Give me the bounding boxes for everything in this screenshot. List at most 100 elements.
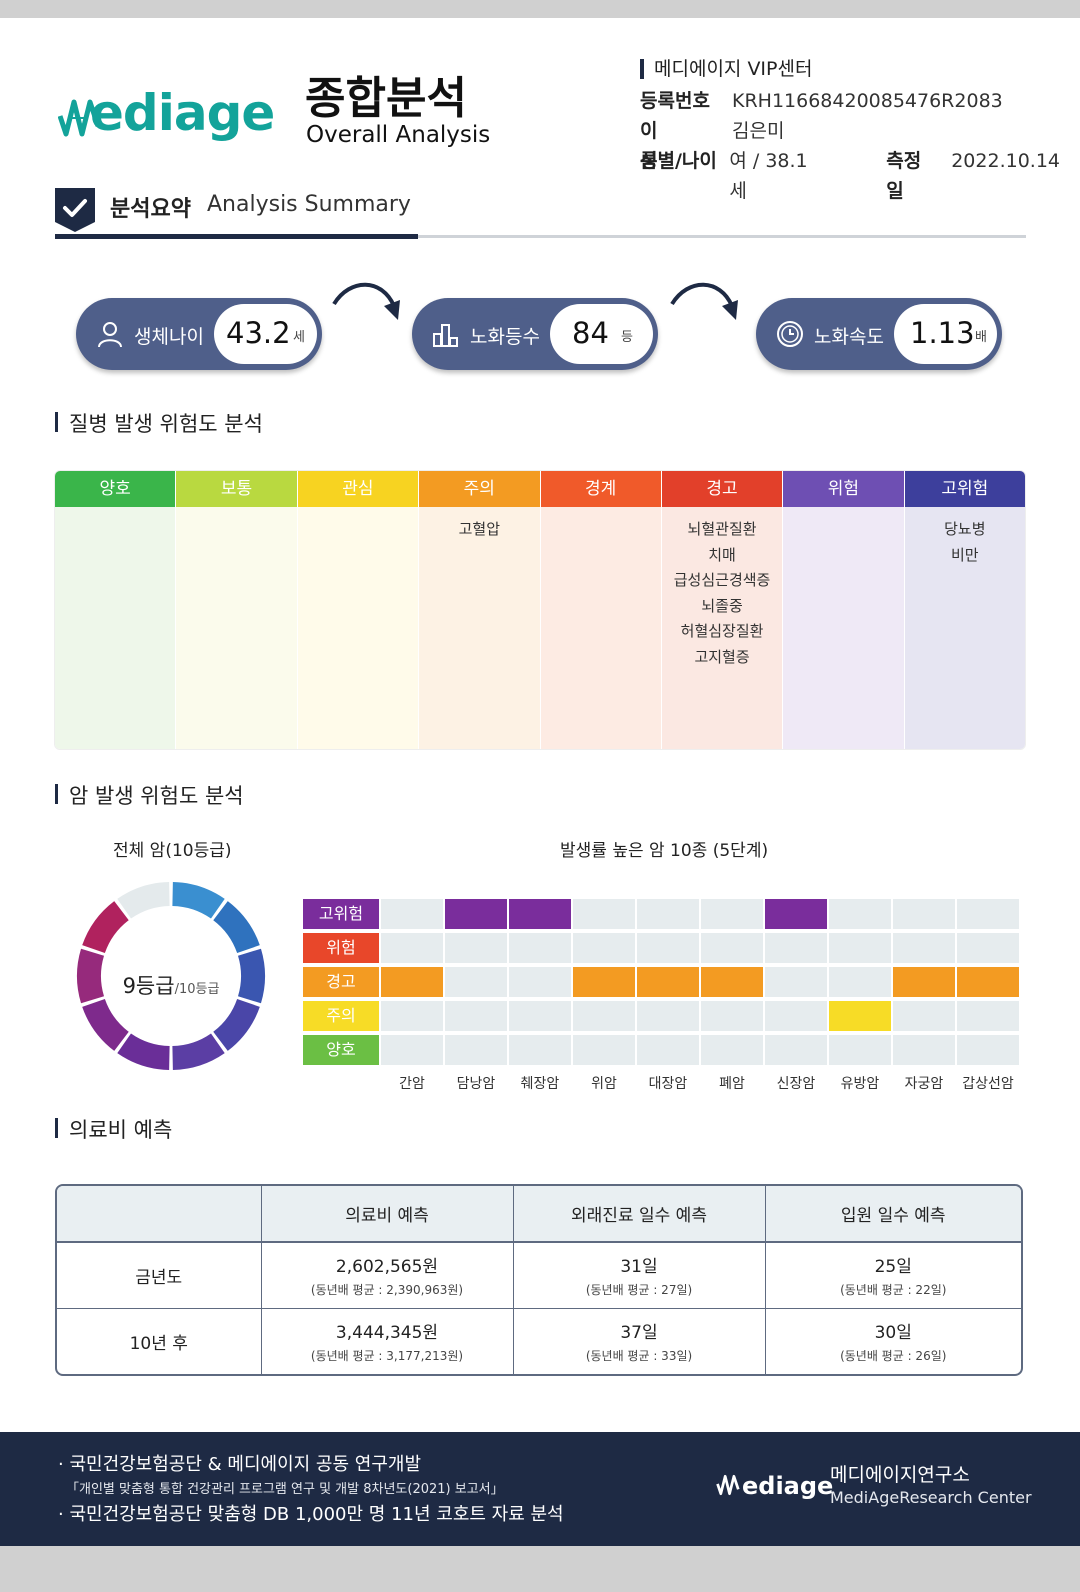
disease-item: 비만 bbox=[951, 545, 979, 564]
dna-wave-icon bbox=[58, 99, 101, 137]
outpatient-value: 31일 bbox=[620, 1257, 658, 1278]
cancer-grid-cell bbox=[957, 933, 1019, 963]
curved-arrow-icon bbox=[670, 282, 738, 320]
donut-segment bbox=[172, 882, 225, 919]
row-label: 금년도 bbox=[57, 1242, 262, 1309]
donut-grade-total: /10등급 bbox=[174, 982, 220, 997]
disease-item: 허혈심장질환 bbox=[680, 622, 764, 640]
cancer-grid-cell bbox=[957, 899, 1019, 929]
cancer-grid-cell bbox=[957, 1001, 1019, 1031]
donut-segment bbox=[213, 901, 260, 954]
cancer-type-label: 담낭암 bbox=[456, 1076, 496, 1092]
name-label: 이 름 bbox=[640, 120, 686, 172]
cancer-grid-cell bbox=[381, 933, 443, 963]
name-value: 김은미 bbox=[732, 120, 785, 142]
cancer-grid-cell bbox=[573, 1035, 635, 1065]
cancer-grid-cell bbox=[445, 967, 507, 997]
disease-item: 뇌졸중 bbox=[701, 596, 743, 615]
donut-segment bbox=[77, 948, 105, 1004]
cost-table: 의료비 예측 외래진료 일수 예측 입원 일수 예측 금년도 2,602,565… bbox=[55, 1184, 1023, 1376]
footer: · 국민건강보험공단 & 메디에이지 공동 연구개발 「개인별 맞춤형 통합 건… bbox=[0, 1432, 1080, 1546]
donut-segment bbox=[82, 998, 129, 1051]
cancer-grid-cell bbox=[381, 967, 443, 997]
cancer-grid-row: 고위험 bbox=[303, 899, 1021, 931]
person-icon bbox=[98, 322, 122, 348]
risk-column: 고위험 당뇨병 비만 bbox=[904, 471, 1025, 749]
page-subtitle: Overall Analysis bbox=[306, 122, 491, 148]
cancer-grid-cell bbox=[765, 1035, 827, 1065]
cancer-grid-cell bbox=[957, 967, 1019, 997]
cancer-grid-cell bbox=[445, 899, 507, 929]
mediage-logo: ediage bbox=[58, 84, 278, 154]
cancer-level-label: 주의 bbox=[303, 1001, 379, 1031]
footer-org-name: 메디에이지연구소 bbox=[830, 1464, 970, 1486]
cost-value: 3,444,345원 bbox=[335, 1323, 439, 1344]
risk-column: 경고 뇌혈관질환 치매 급성심근경색증 뇌졸중 허혈심장질환 고지혈증 bbox=[661, 471, 784, 749]
disease-item: 고혈압 bbox=[458, 520, 501, 538]
cost-header-medical: 의료비 예측 bbox=[261, 1186, 514, 1243]
cancer-grid-cell bbox=[637, 967, 699, 997]
reg-label: 등록번호 bbox=[640, 90, 710, 112]
disease-item: 고지혈증 bbox=[694, 647, 750, 666]
risk-column: 관심 bbox=[297, 471, 420, 749]
cancer-grid-cell bbox=[829, 1035, 891, 1065]
disease-risk-table: 양호 보통 관심 주의 고혈압 경계 경고 뇌혈관질환 치매 급성심근경색증 뇌졸중 허혈심장질환 고지… bbox=[54, 470, 1026, 750]
cancer-grid-cell bbox=[893, 1001, 955, 1031]
cancer-grid-cell bbox=[829, 1001, 891, 1031]
inpatient-value: 30일 bbox=[874, 1323, 912, 1344]
cancer-grid-cell bbox=[893, 933, 955, 963]
cost-average: (동년배 평균 : 3,177,213원) bbox=[310, 1349, 464, 1364]
cancer-level-label: 양호 bbox=[303, 1035, 379, 1065]
cancer-grid-cell bbox=[637, 899, 699, 929]
date-value: 2022.10.14 bbox=[951, 150, 1061, 172]
cancer-grid-cell bbox=[381, 1001, 443, 1031]
patient-info: 메디에이지 VIP센터 등록번호 KRH11668420085476R2083 … bbox=[640, 56, 1061, 202]
cancer-type-label: 유방암 bbox=[840, 1076, 880, 1092]
bio-age-label: 생체나이 bbox=[134, 326, 204, 348]
cancer-grid-cell bbox=[701, 933, 763, 963]
cancer-type-label: 자궁암 bbox=[904, 1076, 944, 1092]
outpatient-average: (동년배 평균 : 33일) bbox=[585, 1349, 693, 1364]
bio-age-pill: 생체나이 43.2 세 bbox=[76, 298, 322, 370]
inpatient-average: (동년배 평균 : 26일) bbox=[840, 1349, 947, 1364]
bio-age-value: 43.2 bbox=[226, 316, 291, 350]
cancer-grid-cell bbox=[637, 1035, 699, 1065]
reg-value: KRH11668420085476R2083 bbox=[732, 90, 1003, 112]
inpatient-value: 25일 bbox=[874, 1257, 912, 1278]
check-badge-icon bbox=[55, 188, 95, 232]
cancer-grid-title: 발생률 높은 암 10종 (5단계) bbox=[560, 841, 769, 861]
cancer-type-label: 위암 bbox=[591, 1076, 617, 1092]
aging-grade-unit: 등 bbox=[621, 330, 633, 345]
risk-level-header: 위험 bbox=[783, 471, 904, 507]
cancer-grid-cell bbox=[573, 1001, 635, 1031]
cancer-type-label: 대장암 bbox=[648, 1076, 688, 1092]
risk-level-header: 경고 bbox=[661, 471, 783, 507]
cancer-grid-cell bbox=[829, 967, 891, 997]
donut-segment bbox=[172, 1033, 225, 1070]
footer-line-1: · 국민건강보험공단 & 메디에이지 공동 연구개발 bbox=[58, 1454, 422, 1475]
outpatient-value: 37일 bbox=[620, 1323, 658, 1344]
risk-column: 경계 bbox=[540, 471, 662, 749]
cancer-grid-cell bbox=[893, 899, 955, 929]
footer-logo-text: ediage bbox=[742, 1472, 834, 1500]
risk-column: 주의 고혈압 bbox=[419, 471, 541, 749]
sexage-label: 성별/나이 bbox=[640, 150, 717, 172]
cancer-grid-cell bbox=[445, 1035, 507, 1065]
cancer-grid-cell bbox=[381, 899, 443, 929]
bar-chart-icon bbox=[433, 324, 458, 347]
donut-segment bbox=[82, 901, 129, 954]
cancer-grid-cell bbox=[765, 1001, 827, 1031]
donut-segment bbox=[117, 882, 170, 919]
aging-grade-label: 노화등수 bbox=[470, 326, 540, 348]
cancer-grid-cell bbox=[509, 1035, 571, 1065]
cost-header-inpatient: 입원 일수 예측 bbox=[765, 1186, 1021, 1243]
cost-section-title: 의료비 예측 bbox=[55, 1114, 172, 1144]
aging-speed-pill: 노화속도 1.13 배 bbox=[756, 298, 1002, 370]
risk-level-header: 양호 bbox=[55, 471, 176, 507]
cancer-grid-cell bbox=[765, 933, 827, 963]
risk-level-header: 보통 bbox=[176, 471, 297, 507]
cost-value: 2,602,565원 bbox=[335, 1257, 439, 1278]
cancer-grid-cell bbox=[573, 967, 635, 997]
disease-item: 급성심근경색증 bbox=[673, 571, 771, 589]
aging-speed-label: 노화속도 bbox=[814, 326, 884, 348]
